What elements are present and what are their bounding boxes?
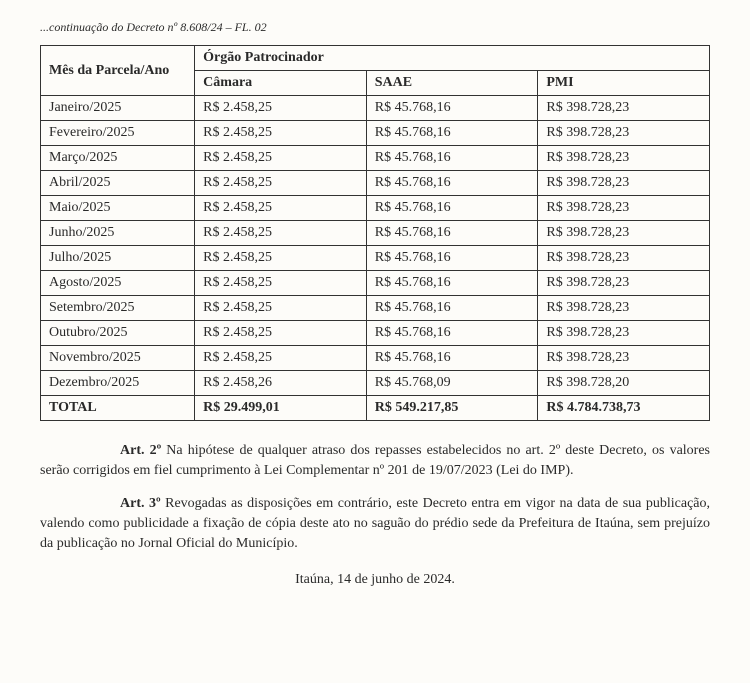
cell-month: Maio/2025: [41, 196, 195, 221]
table-row: Abril/2025R$ 2.458,25R$ 45.768,16R$ 398.…: [41, 171, 710, 196]
total-pmi: R$ 4.784.738,73: [538, 396, 710, 421]
cell-pmi: R$ 398.728,23: [538, 171, 710, 196]
cell-saae: R$ 45.768,09: [366, 371, 538, 396]
cell-saae: R$ 45.768,16: [366, 221, 538, 246]
cell-month: Agosto/2025: [41, 271, 195, 296]
cell-saae: R$ 45.768,16: [366, 121, 538, 146]
cell-saae: R$ 45.768,16: [366, 196, 538, 221]
cell-camara: R$ 2.458,25: [195, 271, 367, 296]
cell-pmi: R$ 398.728,23: [538, 196, 710, 221]
cell-saae: R$ 45.768,16: [366, 96, 538, 121]
table-row: Maio/2025R$ 2.458,25R$ 45.768,16R$ 398.7…: [41, 196, 710, 221]
cell-camara: R$ 2.458,25: [195, 246, 367, 271]
cell-pmi: R$ 398.728,20: [538, 371, 710, 396]
cell-month: Julho/2025: [41, 246, 195, 271]
continuation-header: ...continuação do Decreto nº 8.608/24 – …: [40, 20, 710, 35]
payments-table: Mês da Parcela/Ano Órgão Patrocinador Câ…: [40, 45, 710, 421]
cell-pmi: R$ 398.728,23: [538, 346, 710, 371]
article-3: Art. 3º Revogadas as disposições em cont…: [40, 494, 710, 555]
table-row: Novembro/2025R$ 2.458,25R$ 45.768,16R$ 3…: [41, 346, 710, 371]
cell-saae: R$ 45.768,16: [366, 146, 538, 171]
cell-camara: R$ 2.458,25: [195, 321, 367, 346]
header-camara: Câmara: [195, 71, 367, 96]
cell-camara: R$ 2.458,25: [195, 171, 367, 196]
cell-month: Março/2025: [41, 146, 195, 171]
cell-camara: R$ 2.458,25: [195, 121, 367, 146]
total-saae: R$ 549.217,85: [366, 396, 538, 421]
cell-month: Novembro/2025: [41, 346, 195, 371]
table-row: Março/2025R$ 2.458,25R$ 45.768,16R$ 398.…: [41, 146, 710, 171]
cell-saae: R$ 45.768,16: [366, 271, 538, 296]
table-row: Dezembro/2025R$ 2.458,26R$ 45.768,09R$ 3…: [41, 371, 710, 396]
header-saae: SAAE: [366, 71, 538, 96]
table-row: Outubro/2025R$ 2.458,25R$ 45.768,16R$ 39…: [41, 321, 710, 346]
cell-saae: R$ 45.768,16: [366, 321, 538, 346]
cell-pmi: R$ 398.728,23: [538, 321, 710, 346]
cell-saae: R$ 45.768,16: [366, 346, 538, 371]
cell-month: Janeiro/2025: [41, 96, 195, 121]
cell-camara: R$ 2.458,25: [195, 96, 367, 121]
cell-camara: R$ 2.458,25: [195, 221, 367, 246]
cell-saae: R$ 45.768,16: [366, 171, 538, 196]
table-row: Julho/2025R$ 2.458,25R$ 45.768,16R$ 398.…: [41, 246, 710, 271]
cell-saae: R$ 45.768,16: [366, 246, 538, 271]
cell-saae: R$ 45.768,16: [366, 296, 538, 321]
total-camara: R$ 29.499,01: [195, 396, 367, 421]
cell-pmi: R$ 398.728,23: [538, 246, 710, 271]
table-row: Setembro/2025R$ 2.458,25R$ 45.768,16R$ 3…: [41, 296, 710, 321]
article-2: Art. 2º Na hipótese de qualquer atraso d…: [40, 441, 710, 482]
cell-camara: R$ 2.458,26: [195, 371, 367, 396]
cell-pmi: R$ 398.728,23: [538, 121, 710, 146]
signature-location: Itaúna, 14 de junho de 2024.: [40, 572, 710, 588]
table-row: Agosto/2025R$ 2.458,25R$ 45.768,16R$ 398…: [41, 271, 710, 296]
table-row: Janeiro/2025R$ 2.458,25R$ 45.768,16R$ 39…: [41, 96, 710, 121]
cell-pmi: R$ 398.728,23: [538, 296, 710, 321]
cell-camara: R$ 2.458,25: [195, 146, 367, 171]
cell-month: Junho/2025: [41, 221, 195, 246]
article-3-label: Art. 3º: [120, 496, 161, 511]
table-total-row: TOTALR$ 29.499,01R$ 549.217,85R$ 4.784.7…: [41, 396, 710, 421]
cell-pmi: R$ 398.728,23: [538, 221, 710, 246]
cell-month: Dezembro/2025: [41, 371, 195, 396]
cell-pmi: R$ 398.728,23: [538, 96, 710, 121]
cell-camara: R$ 2.458,25: [195, 196, 367, 221]
article-2-label: Art. 2º: [120, 443, 161, 458]
header-group: Órgão Patrocinador: [195, 46, 710, 71]
table-row: Junho/2025R$ 2.458,25R$ 45.768,16R$ 398.…: [41, 221, 710, 246]
cell-pmi: R$ 398.728,23: [538, 271, 710, 296]
cell-camara: R$ 2.458,25: [195, 346, 367, 371]
table-row: Fevereiro/2025R$ 2.458,25R$ 45.768,16R$ …: [41, 121, 710, 146]
cell-camara: R$ 2.458,25: [195, 296, 367, 321]
cell-month: Fevereiro/2025: [41, 121, 195, 146]
cell-month: Outubro/2025: [41, 321, 195, 346]
cell-month: Abril/2025: [41, 171, 195, 196]
header-pmi: PMI: [538, 71, 710, 96]
cell-month: Setembro/2025: [41, 296, 195, 321]
total-label: TOTAL: [41, 396, 195, 421]
header-month: Mês da Parcela/Ano: [41, 46, 195, 96]
cell-pmi: R$ 398.728,23: [538, 146, 710, 171]
